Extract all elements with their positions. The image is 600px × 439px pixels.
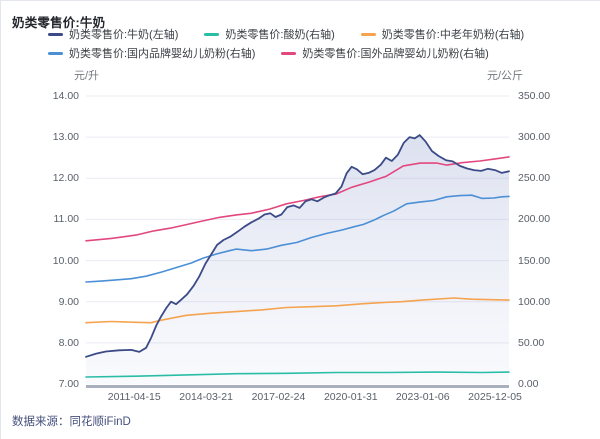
x-axis-tick: 2017-02-24	[251, 391, 306, 403]
left-axis-tick: 14.00	[52, 90, 79, 102]
legend-line-marker	[360, 32, 376, 36]
legend-label: 奶类零售价:牛奶(左轴)	[69, 29, 179, 41]
legend-label: 奶类零售价:国外品牌婴幼儿奶粉(右轴)	[302, 48, 489, 60]
legend-item-3[interactable]: 奶类零售价:国内品牌婴幼儿奶粉(右轴)	[48, 46, 255, 60]
legend-line-marker	[281, 51, 297, 55]
series-area-fill	[86, 135, 509, 384]
right-axis-tick: 300.00	[518, 131, 551, 144]
legend-label: 奶类零售价:酸奶(右轴)	[225, 29, 335, 41]
x-axis-tick: 2011-04-15	[107, 391, 161, 403]
chart-title: 奶类零售价:牛奶	[12, 16, 106, 30]
legend-item-1[interactable]: 奶类零售价:酸奶(右轴)	[204, 27, 335, 41]
x-axis-line	[86, 385, 509, 388]
right-axis-unit-label: 元/公斤	[487, 70, 524, 82]
right-axis-tick: 200.00	[518, 213, 551, 226]
left-axis-tick: 12.00	[52, 172, 79, 185]
legend: 奶类零售价:牛奶(左轴) 奶类零售价:酸奶(右轴) 奶类零售价:中老年奶粉(右轴) 奶…	[48, 27, 568, 60]
legend-line-marker	[48, 32, 63, 36]
right-axis-tick: 100.00	[518, 295, 551, 308]
right-axis-tick: 350.00	[518, 90, 551, 102]
legend-label: 奶类零售价:国内品牌婴幼儿奶粉(右轴)	[69, 48, 256, 60]
legend-line-marker	[48, 51, 63, 55]
left-axis-tick: 9.00	[58, 295, 79, 308]
right-axis-tick: 50.00	[518, 336, 545, 349]
right-axis-tick: 0.00	[518, 378, 539, 390]
x-axis-tick: 2014-03-21	[179, 391, 233, 403]
legend-line-marker	[204, 32, 220, 36]
series-line-0	[85, 134, 510, 358]
left-axis-tick: 13.00	[52, 131, 79, 144]
data-source-text: 数据来源：同花顺iFinD	[12, 416, 131, 428]
right-axis-tick: 250.00	[518, 172, 551, 185]
x-axis-tick: 2020-01-31	[323, 391, 378, 403]
series-line-3	[85, 194, 510, 283]
left-axis-tick: 11.00	[53, 213, 80, 226]
left-axis-tick: 7.00	[58, 378, 79, 390]
series-line-1	[85, 371, 510, 378]
left-axis-tick: 10.00	[52, 254, 79, 267]
legend-item-2[interactable]: 奶类零售价:中老年奶粉(右轴)	[360, 27, 525, 41]
legend-item-4[interactable]: 奶类零售价:国外品牌婴幼儿奶粉(右轴)	[281, 46, 489, 60]
left-axis-unit-label: 元/升	[74, 70, 100, 82]
x-axis-tick: 2025-12-05	[468, 391, 522, 403]
legend-label: 奶类零售价:中老年奶粉(右轴)	[381, 29, 525, 41]
left-axis-tick: 8.00	[58, 336, 79, 349]
legend-item-0[interactable]: 奶类零售价:牛奶(左轴)	[48, 27, 178, 41]
series-line-2	[85, 297, 510, 324]
right-axis-tick: 150.00	[518, 254, 551, 267]
x-axis-tick: 2023-01-06	[395, 391, 450, 403]
